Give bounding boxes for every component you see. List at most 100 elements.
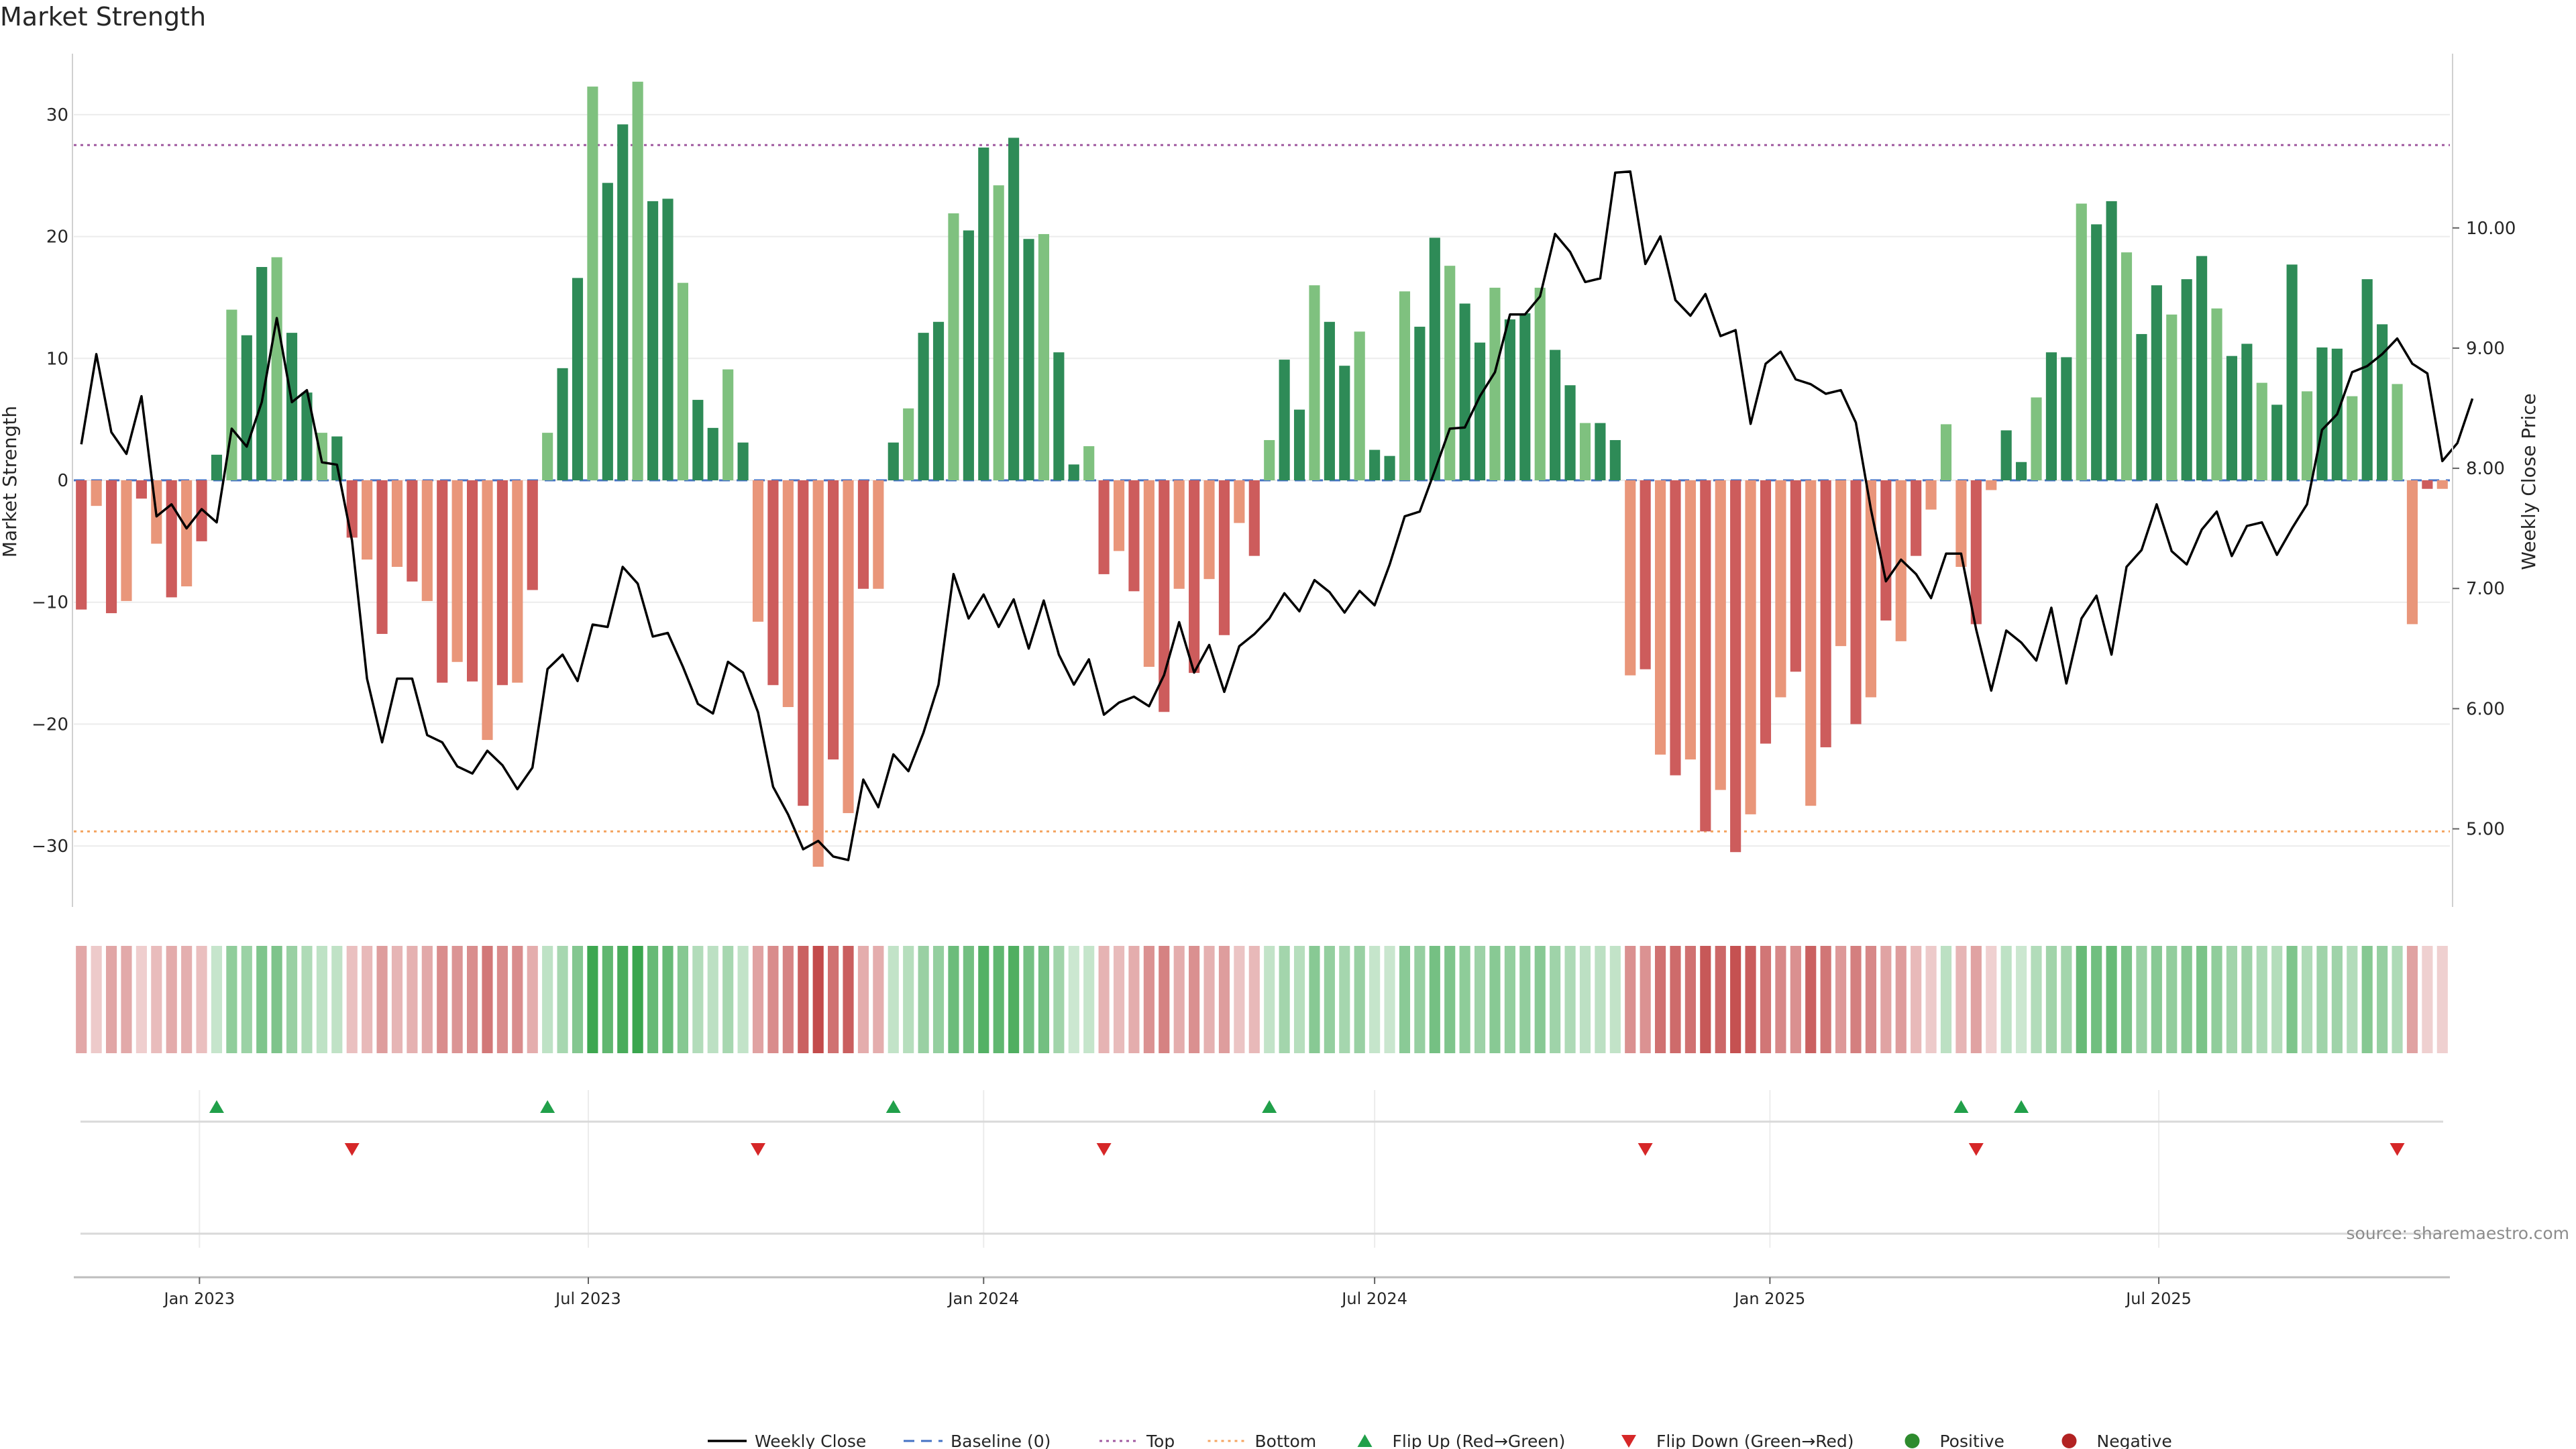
heatmap-cell (1429, 946, 1440, 1053)
heatmap-cell (1700, 946, 1711, 1053)
strength-bar (2392, 384, 2403, 480)
strength-bar (2316, 347, 2328, 480)
strength-bar (271, 257, 282, 480)
flip-down-marker (751, 1143, 766, 1156)
heatmap-cell (1218, 946, 1230, 1053)
strength-bar (1805, 480, 1817, 806)
strength-bar (1279, 360, 1290, 480)
heatmap-cell (542, 946, 553, 1053)
x-tick-label: Jul 2023 (554, 1289, 621, 1308)
legend-label: Bottom (1255, 1432, 1317, 1449)
strength-bar (1986, 480, 1997, 490)
heatmap-cell (1309, 946, 1320, 1053)
strength-bar (496, 480, 508, 686)
strength-bar (1339, 366, 1350, 480)
flip-up-marker (540, 1100, 555, 1113)
heatmap-cell (166, 946, 177, 1053)
legend-label: Baseline (0) (951, 1432, 1051, 1449)
heatmap-cell (1640, 946, 1651, 1053)
heatmap-cell (767, 946, 779, 1053)
heatmap-cell (1279, 946, 1290, 1053)
heatmap-cell (1189, 946, 1200, 1053)
heatmap-cell (2166, 946, 2178, 1053)
strength-bar (512, 480, 523, 683)
heatmap-cell (1865, 946, 1876, 1053)
strength-bar (2301, 391, 2313, 480)
strength-bar (632, 81, 643, 480)
strength-bar (1880, 480, 1892, 621)
heatmap-cell (2377, 946, 2388, 1053)
strength-bar (873, 480, 884, 589)
heatmap-cell (2076, 946, 2087, 1053)
heatmap-cell (316, 946, 327, 1053)
heatmap-cell (677, 946, 688, 1053)
strength-bar (1309, 285, 1320, 480)
right-tick-label: 7.00 (2466, 579, 2505, 599)
strength-bar (2241, 343, 2253, 480)
strength-bar (1609, 440, 1621, 480)
heatmap-cell (1008, 946, 1020, 1053)
strength-bar (376, 480, 388, 634)
strength-bar (677, 282, 688, 480)
strength-bar (1489, 287, 1501, 480)
heatmap-cell (1625, 946, 1636, 1053)
heatmap-cell (2256, 946, 2267, 1053)
heatmap-cell (2061, 946, 2072, 1053)
chart-title: Market Strength (0, 2, 206, 32)
strength-bar (617, 124, 629, 480)
flip-up-marker (1262, 1100, 1277, 1113)
heatmap-cell (1550, 946, 1561, 1053)
heatmap-cell (1730, 946, 1741, 1053)
strength-bar (2271, 405, 2283, 480)
strength-bar (256, 267, 268, 480)
legend-label: Top (1146, 1432, 1175, 1449)
strength-bar (1023, 239, 1034, 480)
heatmap-cell (1880, 946, 1892, 1053)
strength-bar (466, 480, 478, 682)
heatmap-cell (2091, 946, 2102, 1053)
legend-label: Weekly Close (755, 1432, 866, 1449)
heatmap-cell (2106, 946, 2117, 1053)
heatmap-cell (752, 946, 764, 1053)
heatmap-cell (692, 946, 704, 1053)
strength-bar (1159, 480, 1170, 712)
strength-bar (1790, 480, 1801, 672)
heatmap-cell (211, 946, 223, 1053)
strength-bar (2377, 324, 2388, 480)
strength-bar (1474, 342, 1486, 480)
heatmap-cell (1173, 946, 1185, 1053)
heatmap-cell (1745, 946, 1756, 1053)
heatmap-cell (2406, 946, 2418, 1053)
heatmap-cell (1248, 946, 1260, 1053)
strength-bar (2211, 308, 2222, 480)
strength-bar (1384, 455, 1395, 480)
strength-bar (2256, 382, 2267, 480)
heatmap-cell (226, 946, 237, 1053)
strength-bar (2106, 201, 2117, 480)
heatmap-cell (873, 946, 884, 1053)
strength-bar (1850, 480, 1862, 724)
heatmap-cell (888, 946, 899, 1053)
heatmap-cell (843, 946, 854, 1053)
heatmap-cell (1579, 946, 1591, 1053)
heatmap-cell (963, 946, 974, 1053)
price-series (80, 170, 2474, 861)
strength-bar (1504, 319, 1515, 480)
heatmap-cell (466, 946, 478, 1053)
heatmap-cell (121, 946, 132, 1053)
heatmap-cell (1760, 946, 1772, 1053)
strength-bar (1925, 480, 1937, 510)
strength-bar (767, 480, 779, 686)
strength-bar (121, 480, 132, 601)
strength-bar (2226, 356, 2238, 480)
strength-bar (1970, 480, 1982, 625)
strength-bar (331, 436, 343, 480)
strength-bar (1248, 480, 1260, 556)
heatmap-cell (932, 946, 945, 1053)
heatmap-cell (993, 946, 1004, 1053)
strength-bar (1399, 291, 1411, 480)
heatmap-cell (451, 946, 463, 1053)
heatmap-cell (1489, 946, 1501, 1053)
strength-bar (707, 427, 718, 480)
heatmap-cell (2286, 946, 2298, 1053)
